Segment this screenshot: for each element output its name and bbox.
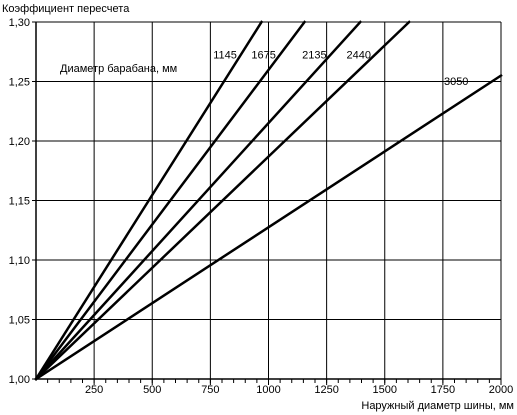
y-tick-label-3: 1,15 — [9, 196, 30, 208]
y-tick-label-0: 1,00 — [9, 374, 30, 386]
x-tick-label-7: 2000 — [489, 384, 513, 396]
series-line-1145 — [34, 20, 264, 381]
y-tick-labels: 1,00 1,05 1,10 1,15 1,20 1,25 1,30 — [9, 17, 36, 386]
y-tick-label-4: 1,20 — [9, 136, 30, 148]
series-label-3050: 3050 — [444, 76, 468, 88]
y-tick-label-2: 1,10 — [9, 255, 30, 267]
legend-title: Диаметр барабана, мм — [60, 63, 177, 75]
x-tick-label-3: 1000 — [256, 384, 280, 396]
x-tick-label-5: 1500 — [373, 384, 397, 396]
series-label-1675: 1675 — [251, 50, 275, 62]
series-label-1145: 1145 — [213, 50, 237, 62]
series-label-2135: 2135 — [302, 50, 326, 62]
series-line-3050 — [34, 73, 503, 381]
y-tick-label-1: 1,05 — [9, 315, 30, 327]
y-axis-label: Коэффициент пересчета — [2, 3, 130, 15]
x-tick-label-6: 1750 — [431, 384, 455, 396]
grid — [36, 21, 502, 379]
series-line-1675 — [34, 20, 307, 381]
x-tick-label-0: 250 — [85, 384, 103, 396]
x-tick-label-4: 1250 — [314, 384, 338, 396]
series-lines — [34, 20, 503, 381]
x-axis-label: Наружный диаметр шины, мм — [361, 400, 514, 412]
series-label-2440: 2440 — [346, 50, 370, 62]
series-line-2135 — [34, 20, 363, 381]
x-tick-label-1: 500 — [143, 384, 161, 396]
series-labels: 1145 1675 2135 2440 3050 — [213, 50, 468, 88]
x-tick-label-2: 750 — [201, 384, 219, 396]
x-tick-labels: 250 500 750 1000 1250 1500 1750 2000 — [85, 379, 513, 396]
y-tick-label-6: 1,30 — [9, 17, 30, 29]
y-tick-label-5: 1,25 — [9, 77, 30, 89]
series-line-2440 — [34, 20, 411, 381]
